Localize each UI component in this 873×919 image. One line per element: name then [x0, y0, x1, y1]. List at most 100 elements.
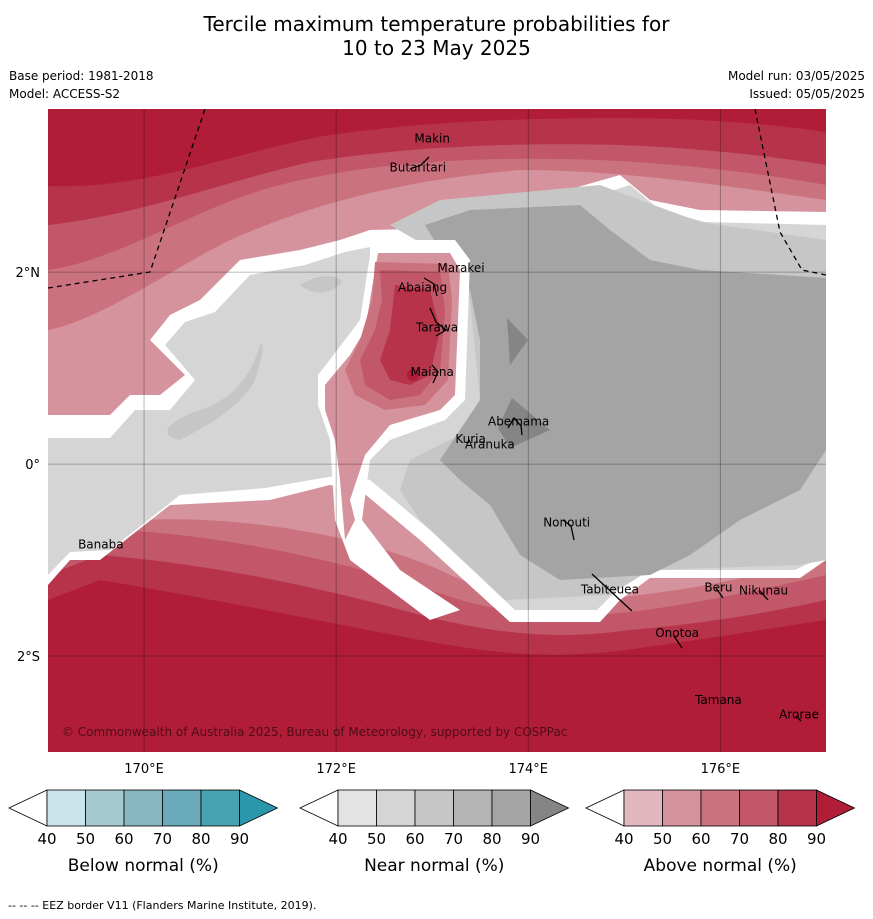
probability-field: Makin Butaritari Marakei Abaiang Tarawa Maian… — [48, 109, 826, 752]
graticule — [48, 109, 826, 752]
lon-tick-label: 174°E — [508, 762, 548, 777]
colorbar-tick-label: 70 — [730, 830, 749, 848]
place-label: Butaritari — [390, 160, 447, 174]
place-label: Nonouti — [543, 515, 590, 529]
colorbar-tick-label: 50 — [76, 830, 95, 848]
island-outlines — [409, 156, 802, 722]
place-label: Aranuka — [465, 438, 515, 452]
place-label: Maiana — [411, 365, 454, 379]
island-shape — [759, 590, 769, 601]
lat-tick-label: 2°N — [16, 266, 41, 281]
colorbar-tick-label: 90 — [230, 830, 249, 848]
island-shape — [423, 277, 438, 297]
island-shape — [409, 156, 430, 170]
near-60-patch-west — [167, 344, 263, 440]
place-label: Tamana — [694, 693, 742, 707]
island-shape — [673, 635, 683, 649]
colorbar-tick-label: 80 — [768, 830, 787, 848]
colorbar-tick-label: 80 — [191, 830, 210, 848]
colorbar-title: Near normal (%) — [364, 856, 504, 876]
lat-tick-label: 2°S — [17, 650, 40, 665]
colorbar-arrow-high — [239, 789, 279, 827]
inner-above-80 — [380, 285, 440, 385]
colorbar-arrow-high — [530, 789, 570, 827]
colorbar-swatch — [491, 789, 531, 827]
model-run: Model run: 03/05/2025 — [727, 69, 865, 83]
lon-tick-label: 172°E — [316, 762, 356, 777]
colorbar-2: 40 50 60 70 80 90 Above normal (%) — [585, 789, 856, 876]
colorbar-swatch — [700, 789, 740, 827]
lon-tick-label: 176°E — [701, 762, 741, 777]
colorbar-tick-label: 40 — [614, 830, 633, 848]
latitude-tick-labels: 2°N 0° 2°S — [16, 266, 41, 665]
colorbar-tick-label: 40 — [37, 830, 56, 848]
island-shape — [795, 715, 802, 722]
colorbar-tick-label: 90 — [807, 830, 826, 848]
colorbar-0: 40 50 60 70 80 90 Below normal (%) — [8, 789, 279, 876]
place-label: Abaiang — [398, 280, 447, 294]
near-80-patch-south — [498, 398, 550, 448]
colorbar-arrow-low — [299, 789, 339, 827]
island-shape — [562, 519, 575, 541]
colorbar-tick-label: 50 — [367, 830, 386, 848]
place-label: Tabiteuea — [580, 583, 639, 597]
base-period: Base period: 1981-2018 — [9, 69, 154, 83]
place-label: Beru — [704, 581, 732, 595]
place-label: Nikunau — [739, 584, 788, 598]
forecast-map: Makin Butaritari Marakei Abaiang Tarawa Maian… — [8, 109, 856, 876]
colorbar-swatch — [453, 789, 493, 827]
colorbar-tick-label: 60 — [114, 830, 133, 848]
place-label: Tarawa — [415, 321, 458, 335]
colorbar-title: Below normal (%) — [68, 856, 219, 876]
island-shape — [429, 307, 448, 337]
eez-border-east — [754, 109, 826, 276]
colorbar-swatch — [376, 789, 416, 827]
title-line-2: 10 to 23 May 2025 — [342, 36, 531, 60]
lat-tick-label: 0° — [25, 458, 40, 473]
colorbar-swatch — [85, 789, 125, 827]
colorbar-swatch — [739, 789, 779, 827]
map-title: Tercile maximum temperature probabilitie… — [0, 12, 873, 60]
longitude-tick-labels: 170°E 172°E 174°E 176°E — [124, 762, 740, 777]
eez-border-west — [48, 109, 206, 289]
colorbar-tick-label: 80 — [482, 830, 501, 848]
place-label: Makin — [414, 132, 450, 146]
colorbar-title: Above normal (%) — [644, 856, 797, 876]
colorbar-arrow-low — [8, 789, 48, 827]
colorbar-tick-label: 50 — [653, 830, 672, 848]
eez-borders — [48, 109, 826, 289]
issued-date: Issued: 05/05/2025 — [749, 87, 865, 101]
place-labels: Makin Butaritari Marakei Abaiang Tarawa Maian… — [78, 132, 819, 722]
lon-tick-label: 170°E — [124, 762, 164, 777]
eez-source-note: -- -- -- EEZ border V11 (Flanders Marine… — [8, 899, 317, 912]
colorbar-swatch — [662, 789, 702, 827]
colorbar-arrow-high — [816, 789, 856, 827]
colorbar-swatch — [200, 789, 240, 827]
colorbar-tick-label: 60 — [405, 830, 424, 848]
island-shape — [715, 587, 724, 599]
colorbar-tick-label: 60 — [691, 830, 710, 848]
island-shape — [507, 416, 523, 436]
colorbar-swatch — [414, 789, 454, 827]
inner-above-90 — [407, 369, 419, 381]
place-label: Abemama — [488, 415, 549, 429]
place-label: Marakei — [437, 261, 484, 275]
place-label: Onotoa — [655, 626, 699, 640]
near-60-patch-north — [300, 275, 342, 293]
place-label: Kuria — [455, 432, 486, 446]
colorbar-tick-label: 40 — [328, 830, 347, 848]
meta-right: Model run: 03/05/2025 Issued: 05/05/2025 — [728, 67, 865, 103]
model-name: Model: ACCESS-S2 — [9, 87, 121, 101]
colorbar-swatch — [123, 789, 163, 827]
near-80-patch-north — [507, 318, 528, 365]
colorbar-swatch — [46, 789, 86, 827]
island-shape — [431, 364, 439, 384]
island-shape — [591, 573, 633, 612]
colorbar-swatch — [623, 789, 663, 827]
colorbar-tick-label: 70 — [153, 830, 172, 848]
colorbar-swatch — [777, 789, 817, 827]
place-label: Banaba — [78, 538, 124, 552]
colorbar-swatch — [337, 789, 377, 827]
title-line-1: Tercile maximum temperature probabilitie… — [203, 12, 670, 36]
copyright-notice: © Commonwealth of Australia 2025, Bureau… — [62, 725, 567, 739]
